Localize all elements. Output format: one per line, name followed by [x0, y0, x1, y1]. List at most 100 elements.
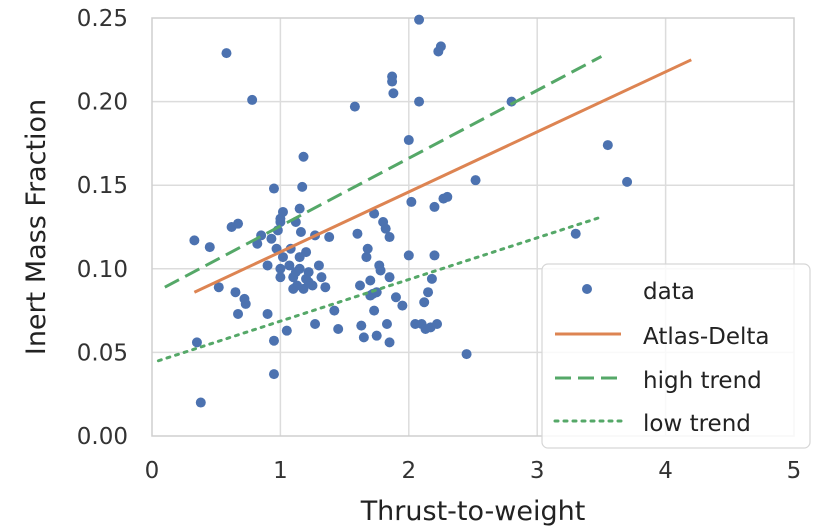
data-point [356, 320, 367, 331]
data-point [369, 305, 380, 316]
data-point [301, 247, 312, 258]
data-point [470, 175, 481, 186]
data-point [275, 272, 286, 283]
data-point [294, 263, 305, 274]
x-tick-label: 1 [273, 458, 288, 484]
legend: data Atlas-Delta high trend low trend [541, 263, 811, 449]
data-point [233, 218, 244, 229]
data-point [281, 325, 292, 336]
series-line-atlas-delta [193, 58, 692, 294]
data-point [204, 242, 215, 253]
data-point [429, 250, 440, 261]
legend-label: data [643, 279, 695, 305]
data-point [432, 318, 443, 329]
data-point [388, 88, 399, 99]
data-point [423, 287, 434, 298]
data-point [189, 235, 200, 246]
legend-label: high trend [643, 368, 762, 394]
y-tick-label: 0.00 [77, 424, 128, 450]
data-point [268, 335, 279, 346]
data-point [275, 263, 286, 274]
data-point [294, 203, 305, 214]
data-point [247, 94, 258, 105]
data-point [403, 250, 414, 261]
data-point [414, 96, 425, 107]
data-point [369, 208, 380, 219]
data-point [365, 275, 376, 286]
data-point [329, 305, 340, 316]
data-point [380, 223, 391, 234]
legend-marker-data [582, 284, 592, 294]
x-tick-label: 5 [787, 458, 802, 484]
data-point [390, 292, 401, 303]
data-point [313, 260, 324, 271]
data-point [268, 183, 279, 194]
y-tick-label: 0.15 [77, 173, 128, 199]
data-point [295, 227, 306, 238]
data-point [461, 349, 472, 360]
data-point [355, 280, 366, 291]
data-point [602, 140, 613, 151]
data-point [277, 206, 288, 217]
y-tick-label: 0.05 [77, 340, 128, 366]
data-point [570, 228, 581, 239]
data-point [307, 280, 318, 291]
data-point [320, 282, 331, 293]
data-point [262, 308, 273, 319]
data-point [426, 273, 437, 284]
data-point [435, 41, 446, 52]
x-tick-label: 2 [401, 458, 416, 484]
plot-frame [151, 17, 795, 437]
data-point [429, 201, 440, 212]
data-point [233, 308, 244, 319]
x-tick-label: 3 [530, 458, 545, 484]
x-axis-label: Thrust-to-weight [360, 496, 586, 527]
data-point [213, 282, 224, 293]
data-point [349, 101, 360, 112]
data-point [375, 265, 386, 276]
x-tick-label: 0 [145, 458, 160, 484]
series-line-low-trend [156, 215, 603, 363]
data-point [622, 176, 633, 187]
data-point [442, 191, 453, 202]
data-point [352, 228, 363, 239]
y-axis-label: Inert Mass Fraction [21, 99, 52, 355]
trend-lines [156, 55, 692, 363]
data-point [324, 232, 335, 243]
data-point [333, 323, 344, 334]
y-tick-label: 0.25 [77, 6, 128, 32]
data-point [303, 267, 314, 278]
data-point [384, 232, 395, 243]
data-point [284, 260, 295, 271]
data-point [397, 300, 408, 311]
data-point [387, 71, 398, 82]
grid [152, 18, 794, 436]
data-point [419, 297, 430, 308]
data-point [230, 287, 241, 298]
tick-labels: 0 1 2 3 4 5 0.00 0.05 0.10 0.15 0.20 0.25 [77, 6, 802, 484]
data-point [221, 48, 232, 59]
data-point [195, 397, 206, 408]
data-point [384, 337, 395, 348]
legend-box [541, 263, 811, 449]
x-tick-label: 4 [658, 458, 673, 484]
data-point [406, 196, 417, 207]
data-point [403, 135, 414, 146]
data-point [381, 318, 392, 329]
data-point [371, 330, 382, 341]
data-point [310, 318, 321, 329]
data-point [240, 298, 251, 309]
data-point [191, 337, 202, 348]
data-point [268, 369, 279, 380]
data-point [277, 252, 288, 263]
data-point [362, 243, 373, 254]
data-point [262, 260, 273, 271]
y-tick-label: 0.20 [77, 90, 128, 116]
data-point [361, 252, 372, 263]
legend-label: Atlas-Delta [643, 324, 769, 350]
data-point [384, 272, 395, 283]
data-point [297, 181, 308, 192]
data-point [298, 151, 309, 162]
data-point [266, 233, 277, 244]
